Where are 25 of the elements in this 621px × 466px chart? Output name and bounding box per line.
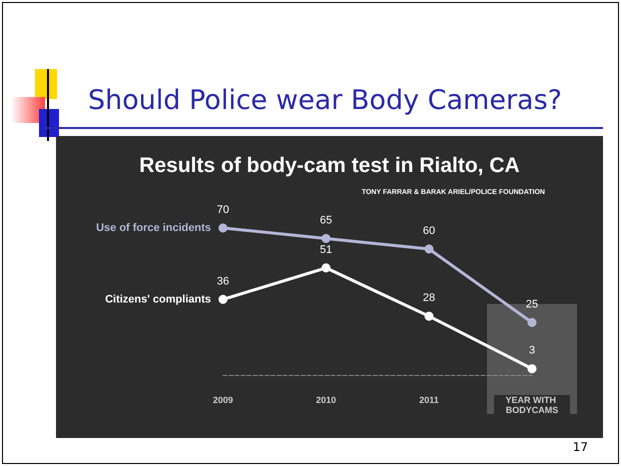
point [322, 234, 330, 243]
data-label: 70 [216, 204, 230, 216]
point [424, 244, 434, 254]
chart-title: Should Police wear Body Cameras? [88, 85, 562, 116]
x-tick-label: 2009 [212, 395, 234, 405]
x-tick-label: YEAR WITH BODYCAMS [506, 395, 558, 415]
point [528, 318, 536, 327]
data-label: 25 [526, 298, 538, 310]
data-label: 60 [422, 225, 436, 237]
point [424, 312, 434, 321]
data-label: 51 [320, 244, 332, 256]
chart-subtitle: Results of body-cam test in Rialto, CA [138, 154, 521, 178]
data-label: 65 [320, 214, 332, 226]
x-tick-label: 2011 [419, 395, 439, 405]
data-label: 28 [422, 292, 436, 304]
point [322, 263, 330, 272]
point [218, 294, 228, 304]
series-label: Citizens' compliants [105, 293, 211, 306]
x-tick-label: 2010 [316, 395, 336, 405]
point [218, 224, 228, 232]
series-label: Use of force incidents [96, 222, 211, 234]
text: 17 [572, 440, 588, 454]
data-label: 3 [528, 344, 536, 357]
point [528, 364, 536, 374]
data-label: 36 [216, 275, 230, 288]
